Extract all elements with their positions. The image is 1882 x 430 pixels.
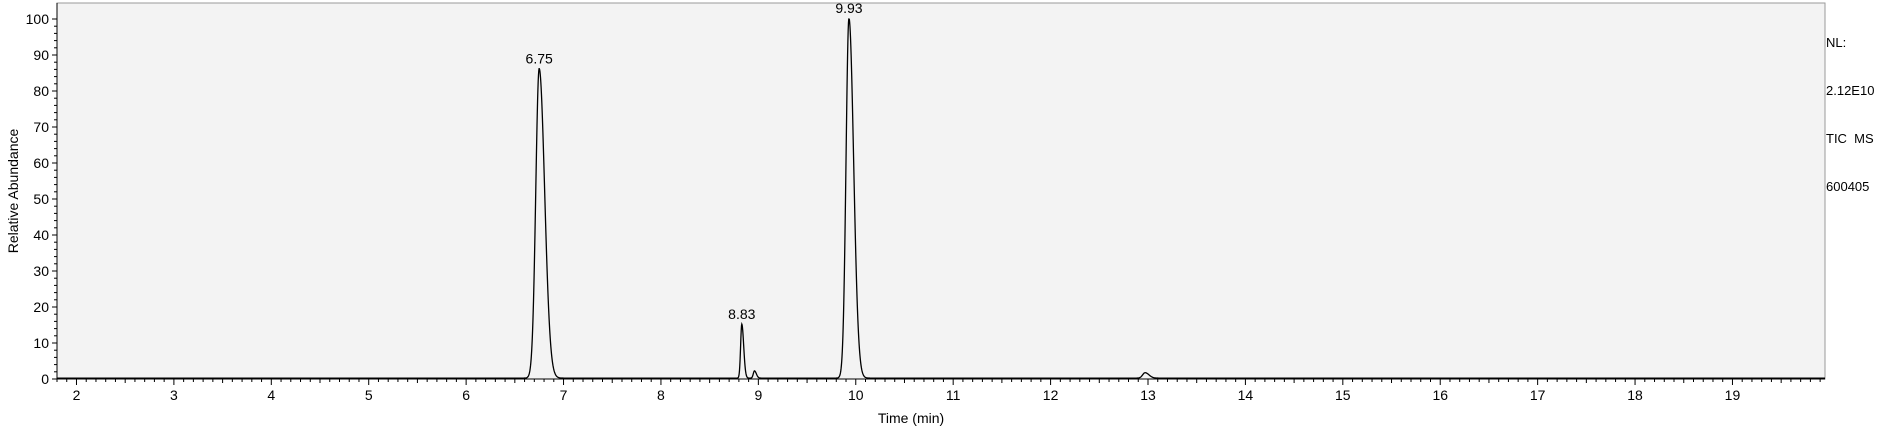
x-tick-label: 7: [560, 387, 568, 403]
info-line-scan-type: TIC MS: [1826, 131, 1874, 146]
x-tick-label: 14: [1238, 387, 1254, 403]
x-tick-label: 19: [1725, 387, 1741, 403]
x-tick-label: 15: [1335, 387, 1351, 403]
x-tick-label: 2: [73, 387, 81, 403]
plot-area: [56, 2, 1826, 380]
info-line-nl: NL:: [1826, 35, 1847, 50]
x-tick-label: 6: [462, 387, 470, 403]
x-tick-label: 18: [1627, 387, 1643, 403]
y-tick-label: 70: [33, 119, 49, 135]
peak-label: 8.83: [728, 306, 755, 322]
x-tick-label: 12: [1043, 387, 1059, 403]
y-tick-label: 10: [33, 335, 49, 351]
x-axis-title: Time (min): [878, 410, 944, 426]
peak-label: 9.93: [835, 0, 862, 16]
x-tick-label: 4: [267, 387, 275, 403]
x-tick-label: 11: [946, 387, 961, 403]
tic-trace: [57, 18, 1825, 379]
info-line-filename: 600405: [1826, 179, 1870, 194]
x-tick-label: 10: [848, 387, 864, 403]
x-tick-label: 5: [365, 387, 373, 403]
y-tick-label: 90: [33, 47, 49, 63]
y-tick-label: 40: [33, 227, 49, 243]
x-tick-label: 8: [657, 387, 665, 403]
x-tick-label: 3: [170, 387, 178, 403]
y-tick-label: 30: [33, 263, 49, 279]
x-tick-label: 9: [754, 387, 762, 403]
x-tick-label: 16: [1432, 387, 1448, 403]
x-tick-label: 17: [1530, 387, 1546, 403]
peak-labels: 6.75 8.83 9.93: [526, 0, 863, 322]
y-tick-label: 50: [33, 191, 49, 207]
x-tick-label: 13: [1140, 387, 1156, 403]
y-tick-label: 100: [26, 11, 50, 27]
y-tick-label: 20: [33, 299, 49, 315]
normalization-info: NL: 2.12E10 TIC MS 600405: [1826, 3, 1874, 211]
peak-label: 6.75: [526, 50, 553, 66]
y-axis-title: Relative Abundance: [5, 129, 21, 254]
y-tick-label: 0: [41, 371, 49, 387]
y-tick-label: 80: [33, 83, 49, 99]
y-tick-label: 60: [33, 155, 49, 171]
info-line-nl-value: 2.12E10: [1826, 83, 1875, 98]
